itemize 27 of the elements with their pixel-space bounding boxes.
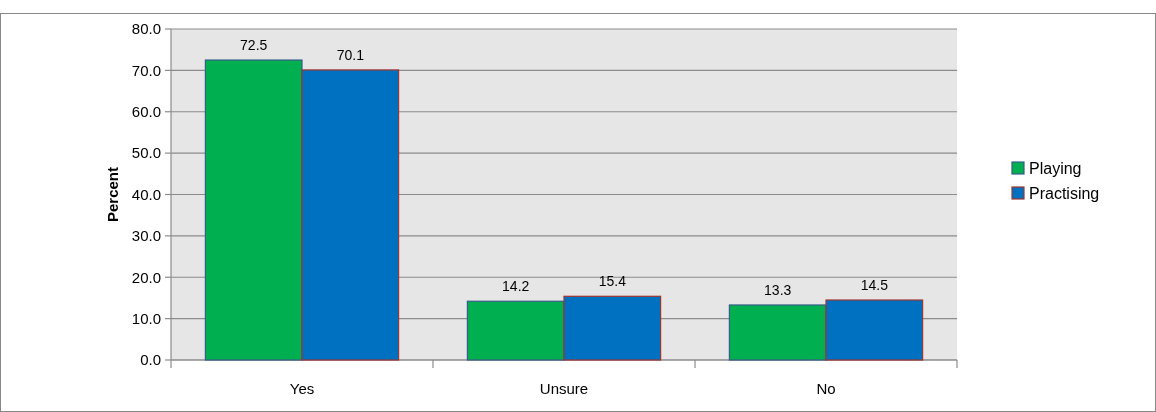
y-tick-label: 10.0	[131, 309, 161, 327]
data-label: 14.5	[860, 277, 889, 294]
legend-label: Playing	[1029, 159, 1082, 177]
bar	[563, 295, 662, 361]
x-tick-label: No	[816, 380, 836, 397]
data-label: 15.4	[598, 273, 627, 290]
bar	[728, 304, 827, 361]
y-tick-label: 70.0	[131, 61, 161, 79]
y-axis-title: Percent	[104, 166, 121, 223]
data-label: 14.2	[502, 278, 530, 295]
y-tick-label: 30.0	[131, 227, 161, 245]
bar	[204, 59, 303, 361]
y-tick-label: 80.0	[131, 20, 161, 38]
y-tick-label: 0.0	[140, 351, 161, 369]
legend-label: Practising	[1029, 184, 1100, 202]
y-tick-label: 40.0	[131, 185, 161, 203]
bar	[825, 299, 924, 361]
bar	[301, 69, 400, 361]
y-tick-label: 60.0	[131, 103, 161, 120]
x-tick-label: Yes	[289, 380, 315, 397]
y-tick-label: 50.0	[131, 144, 161, 162]
x-tick-label: Unsure	[539, 380, 589, 397]
data-label: 13.3	[764, 281, 792, 298]
data-label: 70.1	[336, 46, 365, 63]
y-tick-label: 20.0	[131, 268, 161, 286]
bar	[466, 300, 565, 361]
data-label: 72.5	[240, 37, 268, 54]
